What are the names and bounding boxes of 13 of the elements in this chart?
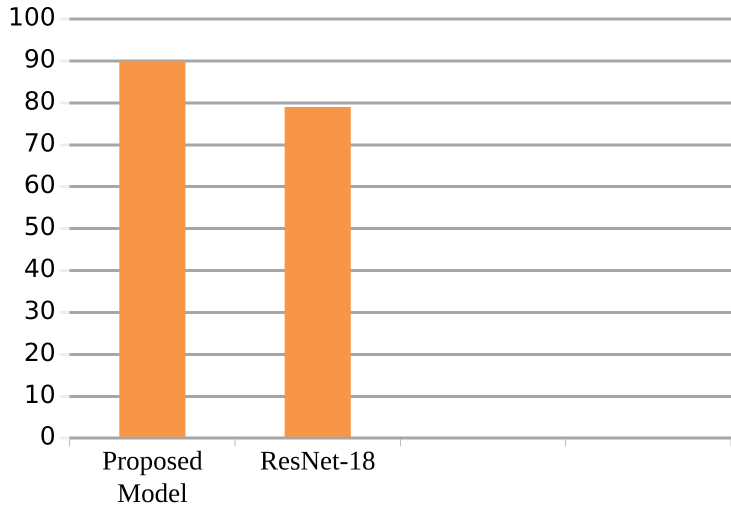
x-tick-label: Proposed Model (102, 445, 204, 508)
y-tick-label: 30 (24, 296, 56, 325)
y-tick-label: 70 (24, 128, 56, 158)
y-tick-label: 40 (24, 254, 56, 284)
y-tick-label: 90 (24, 44, 56, 74)
y-tick-label: 10 (24, 380, 56, 409)
y-tick-label: 50 (24, 212, 56, 242)
y-tick-label: 100 (8, 2, 56, 32)
x-tick-label: ResNet-18 (260, 445, 376, 476)
y-tick-label: 0 (40, 422, 56, 451)
y-tick-label: 80 (24, 86, 56, 116)
y-tick-label: 60 (24, 170, 56, 200)
y-tick-label: 20 (24, 338, 56, 367)
